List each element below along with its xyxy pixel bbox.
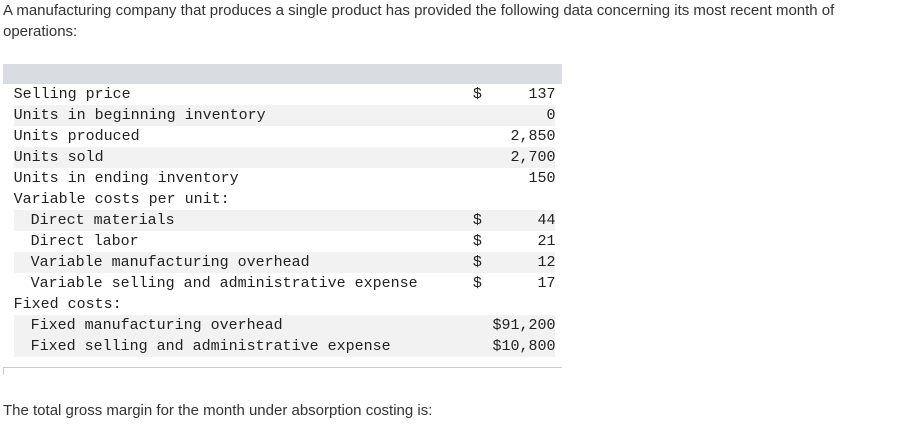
data-table-container: Selling price $ 137 Units in beginning i… [3,64,562,375]
row-value: 0 [492,105,556,126]
table-footer-border [3,367,562,375]
row-label: Direct labor [30,233,139,250]
row-currency [472,336,493,357]
row-label: Selling price [13,86,131,103]
table-row-ending-inventory: Units in ending inventory 150 [3,168,562,189]
row-currency [472,105,493,126]
row-label: Fixed manufacturing overhead [13,315,473,336]
table-header-bar [3,64,562,84]
row-value: 2,850 [510,128,556,145]
row-value: 12 [492,252,556,273]
row-currency: $ [472,210,493,231]
row-label: Variable costs per unit: [13,191,230,208]
row-label: Variable manufacturing overhead [13,252,473,273]
row-currency: $ [472,252,493,273]
row-label: Direct materials [13,210,473,231]
row-value: 21 [537,233,556,250]
row-value: 17 [537,275,556,292]
row-currency: $ [472,233,482,250]
row-currency [472,315,493,336]
row-label: Fixed costs: [13,296,122,313]
row-value: $10,800 [492,336,556,357]
row-value [492,189,555,210]
table-row-units-produced: Units produced 2,850 [3,126,562,147]
row-value: 44 [492,210,556,231]
row-currency [473,294,493,315]
table-row-variable-selling-admin: Variable selling and administrative expe… [3,273,562,294]
table-row-beginning-inventory: Units in beginning inventory 0 [3,105,562,126]
row-currency [472,147,493,168]
row-currency: $ [472,86,482,103]
row-label: Units produced [13,128,140,145]
row-label: Units in beginning inventory [13,105,473,126]
row-currency: $ [472,275,482,292]
table-row-variable-costs-heading: Variable costs per unit: [3,189,562,210]
table-row-variable-manufacturing-overhead: Variable manufacturing overhead $ 12 [3,252,562,273]
operations-data-table: Selling price $ 137 Units in beginning i… [3,84,562,357]
row-currency [473,126,493,147]
row-label: Units in ending inventory [13,170,239,187]
row-value: 137 [528,86,556,103]
table-row-fixed-selling-admin: Fixed selling and administrative expense… [3,336,562,357]
row-label: Fixed selling and administrative expense [13,336,473,357]
row-value: 2,700 [492,147,556,168]
table-row-fixed-manufacturing-overhead: Fixed manufacturing overhead $91,200 [3,315,562,336]
table-row-units-sold: Units sold 2,700 [3,147,562,168]
table-row-selling-price: Selling price $ 137 [3,84,562,105]
table-row-direct-labor: Direct labor $ 21 [3,231,562,252]
row-label: Units sold [13,147,473,168]
row-label: Variable selling and administrative expe… [30,275,418,292]
problem-intro: A manufacturing company that produces a … [3,2,835,40]
row-currency [473,168,493,189]
row-value: $91,200 [492,315,556,336]
table-row-direct-materials: Direct materials $ 44 [3,210,562,231]
row-value: 150 [528,170,556,187]
table-row-fixed-costs-heading: Fixed costs: [3,294,562,315]
question-prompt: The total gross margin for the month und… [3,402,433,419]
row-currency [473,189,493,210]
row-value [492,294,555,315]
